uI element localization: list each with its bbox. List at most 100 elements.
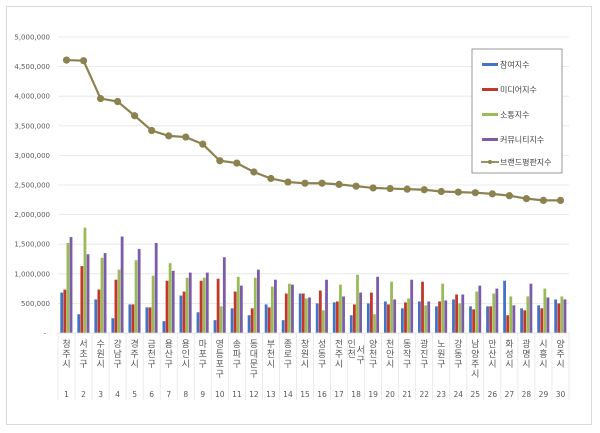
bar: [274, 279, 277, 333]
bar-group: [520, 283, 533, 333]
bar: [168, 263, 172, 333]
category-label: 서초구: [79, 339, 87, 370]
bar: [393, 299, 397, 333]
bar: [179, 295, 183, 333]
svg-text:창: 창: [301, 339, 309, 350]
bar: [404, 302, 407, 333]
x-axis: 청주시1서초구2수원시3강남구4경주시5금천구6용산구7용인시8마포구9영등포구…: [57, 332, 570, 400]
bar-group: [366, 276, 380, 333]
svg-text:노: 노: [437, 339, 445, 350]
svg-text:문: 문: [250, 359, 258, 370]
legend-label: 브랜드평판지수: [500, 157, 552, 167]
svg-text:구: 구: [403, 359, 411, 370]
bar: [148, 307, 152, 333]
rank-label: 21: [402, 390, 412, 399]
bar: [117, 269, 121, 333]
line-marker: [471, 189, 479, 197]
bar: [188, 272, 192, 333]
line-marker: [250, 168, 258, 176]
bar: [427, 301, 431, 333]
svg-text:안: 안: [488, 339, 496, 350]
bar-group: [435, 283, 448, 333]
category-label: 광진구: [420, 338, 428, 370]
legend-item-community: 커뮤니티지수: [482, 135, 544, 145]
bar: [563, 299, 567, 333]
svg-text:구: 구: [420, 359, 428, 370]
svg-text:시: 시: [488, 359, 496, 370]
bar: [202, 277, 206, 333]
bar: [60, 292, 64, 333]
legend-swatch-red: [482, 88, 498, 91]
svg-text:구: 구: [369, 359, 377, 370]
bar-group: [400, 279, 414, 333]
y-tick-label: 5,000,000: [14, 34, 50, 42]
rank-label: 26: [488, 390, 498, 399]
bar-group: [77, 227, 90, 333]
svg-text:강: 강: [113, 339, 121, 350]
svg-text:주: 주: [556, 349, 564, 360]
bar: [444, 300, 448, 333]
bar: [373, 314, 376, 333]
category-label: 수원시: [96, 339, 104, 370]
svg-text:구: 구: [233, 359, 241, 370]
svg-text:남: 남: [471, 339, 479, 350]
bar: [318, 290, 322, 333]
y-tick-label: 2,500,000: [14, 182, 50, 190]
svg-text:남: 남: [113, 349, 121, 360]
rank-label: 15: [300, 390, 310, 399]
line-marker: [96, 94, 105, 103]
svg-text:인: 인: [347, 339, 355, 350]
bar: [219, 306, 223, 333]
bar: [205, 272, 209, 333]
svg-text:서: 서: [79, 339, 87, 350]
bar: [461, 294, 465, 333]
bar: [441, 283, 445, 333]
category-label: 용인시: [182, 339, 190, 370]
bar: [546, 297, 550, 333]
bar-group: [213, 257, 226, 333]
category-label: 안산시: [488, 339, 496, 370]
svg-text:구: 구: [165, 359, 173, 370]
bar: [270, 286, 274, 333]
bar-group: [281, 283, 294, 333]
bar: [304, 298, 308, 333]
y-tick-label: 4,500,000: [14, 63, 50, 71]
bar: [438, 301, 441, 333]
bar: [111, 318, 115, 333]
rank-label: 20: [385, 390, 395, 399]
rank-label: 13: [266, 390, 276, 399]
bar: [512, 305, 516, 333]
bar: [376, 276, 380, 333]
bar: [475, 291, 479, 333]
bar: [114, 279, 118, 333]
bar: [120, 236, 124, 333]
bar-group: [554, 296, 567, 333]
rank-label: 5: [132, 390, 137, 399]
bar: [356, 274, 359, 333]
bar: [63, 289, 67, 333]
y-tick-label: 500,000: [21, 300, 50, 308]
bar: [537, 305, 541, 333]
svg-text:천: 천: [267, 349, 275, 360]
bar: [458, 303, 462, 333]
bar-group: [128, 248, 141, 333]
bar: [472, 309, 476, 333]
rank-label: 18: [351, 390, 361, 399]
bar: [233, 291, 237, 333]
rank-label: 16: [317, 390, 327, 399]
svg-text:작: 작: [403, 349, 411, 360]
line-marker: [420, 186, 428, 194]
bar: [256, 269, 260, 333]
bar: [216, 278, 220, 333]
line-marker: [267, 174, 275, 183]
bar-group: [315, 279, 328, 333]
line-marker: [284, 178, 292, 186]
svg-text:로: 로: [284, 350, 292, 360]
bar-group: [111, 236, 124, 333]
rank-label: 29: [539, 390, 549, 399]
line-marker: [369, 184, 377, 192]
bar: [287, 283, 291, 333]
category-label: 천안시: [386, 339, 394, 370]
rank-label: 12: [249, 390, 259, 399]
